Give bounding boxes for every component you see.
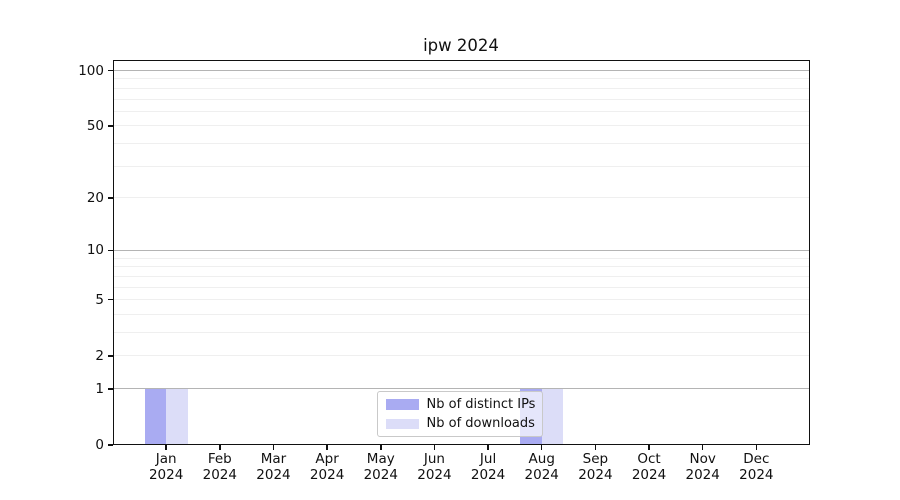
y-tick-label-50: 50 xyxy=(86,117,104,134)
y-tick-label-1: 1 xyxy=(95,380,104,397)
x-tick-label-jul: Jul 2024 xyxy=(470,451,506,483)
distinct-ips-swatch xyxy=(385,399,419,410)
x-tick-nov xyxy=(701,445,704,450)
bar-downloads-jan xyxy=(166,388,188,445)
bar-downloads-aug xyxy=(541,388,564,445)
bar-distinct-ips-jan xyxy=(144,388,167,445)
x-tick-oct xyxy=(648,445,650,450)
y-tick-label-0: 0 xyxy=(95,437,104,453)
plot-frame xyxy=(112,60,810,445)
y-tick-50 xyxy=(107,125,113,127)
x-tick-label-may: May 2024 xyxy=(363,451,398,483)
gridline-minor-9 xyxy=(112,257,810,259)
x-tick-label-mar: Mar 2024 xyxy=(256,451,291,483)
x-tick-label-feb: Feb 2024 xyxy=(202,451,237,483)
x-tick-label-aug: Aug 2024 xyxy=(524,451,559,483)
y-tick-5 xyxy=(107,298,113,301)
gridline-minor-30 xyxy=(112,165,810,167)
x-tick-mar xyxy=(272,445,275,450)
x-tick-aug xyxy=(540,445,543,450)
legend: Nb of distinct IPs Nb of downloads xyxy=(376,391,543,437)
y-tick-1 xyxy=(107,388,113,390)
legend-label-downloads: Nb of downloads xyxy=(426,416,535,432)
gridline-minor-60 xyxy=(112,110,810,112)
x-tick-label-oct: Oct 2024 xyxy=(631,451,667,483)
x-tick-dec xyxy=(755,445,758,450)
gridline-minor-8 xyxy=(112,266,810,268)
gridline-minor-6 xyxy=(112,286,810,288)
legend-item-downloads: Nb of downloads xyxy=(385,416,535,433)
gridline-major-100 xyxy=(112,70,810,72)
y-tick-label-10: 10 xyxy=(86,242,104,259)
gridline-minor-7 xyxy=(112,275,810,277)
chart-title: ipw 2024 xyxy=(423,36,499,55)
gridline-minor-20 xyxy=(112,197,810,199)
x-tick-jun xyxy=(433,445,436,450)
x-tick-jan xyxy=(165,445,167,450)
gridline-minor-90 xyxy=(112,78,810,80)
x-tick-label-apr: Apr 2024 xyxy=(309,451,345,483)
y-tick-100 xyxy=(107,69,113,72)
gridline-minor-3 xyxy=(112,332,810,334)
x-tick-jul xyxy=(487,445,489,450)
y-tick-label-2: 2 xyxy=(95,347,104,364)
gridline-minor-50 xyxy=(112,125,810,127)
downloads-swatch xyxy=(385,418,419,429)
x-tick-label-dec: Dec 2024 xyxy=(739,451,774,483)
gridline-minor-5 xyxy=(112,299,810,301)
legend-label-distinct-ips: Nb of distinct IPs xyxy=(426,396,536,412)
y-tick-10 xyxy=(107,249,113,252)
y-tick-label-5: 5 xyxy=(95,291,104,308)
y-tick-0 xyxy=(107,444,113,446)
x-tick-label-sep: Sep 2024 xyxy=(578,451,613,483)
x-tick-feb xyxy=(219,445,221,450)
gridline-minor-40 xyxy=(112,143,810,145)
gridline-major-1 xyxy=(112,388,810,390)
gridline-minor-2 xyxy=(112,355,810,357)
legend-item-distinct-ips: Nb of distinct IPs xyxy=(385,396,536,413)
x-tick-may xyxy=(380,445,382,450)
x-tick-apr xyxy=(326,445,328,450)
x-tick-label-nov: Nov 2024 xyxy=(685,451,720,483)
gridline-minor-4 xyxy=(112,313,810,315)
gridline-minor-80 xyxy=(112,87,810,89)
x-tick-sep xyxy=(594,445,597,450)
y-tick-20 xyxy=(107,197,113,199)
plot-area: Nb of distinct IPs Nb of downloads xyxy=(112,60,810,445)
y-tick-label-100: 100 xyxy=(78,62,104,79)
y-tick-2 xyxy=(107,355,113,357)
gridline-major-10 xyxy=(112,249,810,251)
y-tick-label-20: 20 xyxy=(86,189,104,206)
x-tick-label-jun: Jun 2024 xyxy=(417,451,452,483)
x-tick-label-jan: Jan 2024 xyxy=(148,451,184,483)
gridline-minor-70 xyxy=(112,98,810,100)
